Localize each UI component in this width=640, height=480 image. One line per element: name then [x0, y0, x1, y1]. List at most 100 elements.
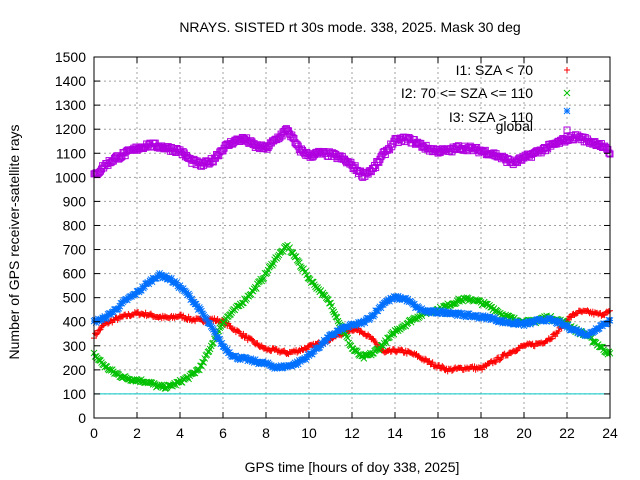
series-2	[90, 269, 614, 372]
i2-point	[179, 375, 187, 383]
y-tick-label: 400	[63, 314, 87, 330]
x-tick-label: 10	[301, 425, 317, 441]
i1-point	[555, 328, 562, 335]
i2-point	[273, 254, 281, 262]
y-tick-label: 1200	[55, 121, 86, 137]
legend-label-i3: I3: SZA > 110	[449, 109, 533, 125]
i2-point	[97, 357, 104, 364]
legend-marker-3	[563, 126, 571, 134]
legend-label-i2: I2: 70 <= SZA <= 110	[401, 85, 533, 101]
i2-point	[315, 286, 323, 293]
i2-point	[481, 300, 489, 308]
legend-markers	[563, 67, 571, 134]
y-tick-label: 300	[63, 338, 87, 354]
y-axis-label: Number of GPS receiver-satellite rays	[6, 125, 22, 360]
x-tick-label: 14	[387, 425, 403, 441]
points-layer	[90, 125, 614, 392]
i1-point	[552, 333, 559, 340]
i2-point	[256, 277, 263, 285]
x-axis-label: GPS time [hours of doy 338, 2025]	[245, 459, 460, 475]
i1-point	[548, 335, 555, 342]
y-tick-label: 800	[63, 217, 87, 233]
i2-point	[260, 274, 268, 282]
series-3	[90, 125, 614, 181]
global-point	[293, 141, 301, 149]
i2-point	[328, 302, 335, 310]
legend: I1: SZA < 70 I2: 70 <= SZA <= 110 I3: SZ…	[401, 62, 571, 134]
i2-point	[333, 313, 341, 321]
i2-point	[390, 330, 398, 338]
i2-point	[345, 339, 353, 347]
global-point	[351, 162, 359, 170]
i1-point	[303, 346, 310, 353]
i2-point	[195, 366, 203, 374]
x-tick-label: 2	[133, 425, 141, 441]
i2-point	[334, 317, 342, 325]
x-tick-label: 12	[344, 425, 360, 441]
i1-point	[398, 346, 405, 353]
i2-point	[402, 322, 410, 330]
i1-point	[547, 336, 554, 343]
y-tick-label: 1300	[55, 97, 86, 113]
y-tick-label: 1000	[55, 169, 86, 185]
i2-point	[279, 248, 287, 255]
global-point	[209, 158, 217, 166]
i1-point	[439, 362, 446, 369]
i1-point	[94, 330, 101, 337]
global-point	[604, 145, 612, 153]
i2-point	[200, 359, 208, 366]
x-tick-label: 16	[430, 425, 446, 441]
x-tick-label: 22	[559, 425, 575, 441]
y-tick-label: 500	[63, 290, 87, 306]
x-tick-label: 8	[262, 425, 270, 441]
i1-point	[97, 326, 104, 333]
x-tick-label: 18	[473, 425, 489, 441]
i1-point	[366, 333, 373, 340]
legend-marker-1	[563, 89, 571, 97]
i2-point	[199, 358, 206, 366]
y-tick-label: 100	[63, 386, 87, 402]
axes-layer: 0 2 4 6 8 10 12 14 16 18 20 22 240100200300400500600…	[55, 49, 618, 441]
i3-point	[148, 278, 156, 286]
y-tick-label: 900	[63, 193, 87, 209]
y-tick-label: 1500	[55, 49, 86, 65]
x-tick-label: 20	[516, 425, 532, 441]
i2-point	[292, 253, 300, 260]
i1-point	[513, 347, 520, 354]
y-tick-label: 600	[63, 266, 87, 282]
x-tick-label: 6	[219, 425, 227, 441]
plot-frame	[93, 56, 611, 419]
i2-point	[326, 299, 333, 307]
i1-point	[568, 314, 575, 321]
i2-point	[209, 339, 217, 347]
y-tick-label: 1400	[55, 73, 86, 89]
i1-point	[426, 357, 433, 364]
i2-point	[269, 262, 276, 269]
legend-marker-0	[564, 67, 570, 73]
i2-point	[321, 292, 329, 299]
i1-point	[436, 362, 443, 369]
y-tick-label: 700	[63, 242, 87, 258]
legend-marker-2	[563, 107, 571, 115]
i1-point	[429, 359, 436, 366]
i2-point	[392, 327, 400, 335]
i2-point	[123, 375, 131, 383]
i2-point	[295, 259, 303, 266]
i3-point	[322, 337, 330, 345]
y-tick-label: 0	[78, 410, 86, 426]
i1-point	[493, 358, 500, 365]
x-tick-label: 24	[602, 425, 618, 441]
i1-point	[249, 336, 256, 343]
legend-label-global: global	[496, 118, 533, 134]
chart-title: NRAYS. SISTED rt 30s mode. 338, 2025. Ma…	[179, 19, 520, 35]
i2-point	[329, 306, 337, 314]
i1-point	[422, 355, 429, 362]
i1-point	[498, 355, 505, 362]
i1-point	[497, 356, 504, 363]
y-tick-label: 1100	[56, 145, 86, 161]
y-tick-label: 200	[63, 362, 87, 378]
x-tick-label: 4	[176, 425, 184, 441]
legend-label-i1: I1: SZA < 70	[456, 62, 534, 78]
x-tick-label: 0	[90, 425, 98, 441]
